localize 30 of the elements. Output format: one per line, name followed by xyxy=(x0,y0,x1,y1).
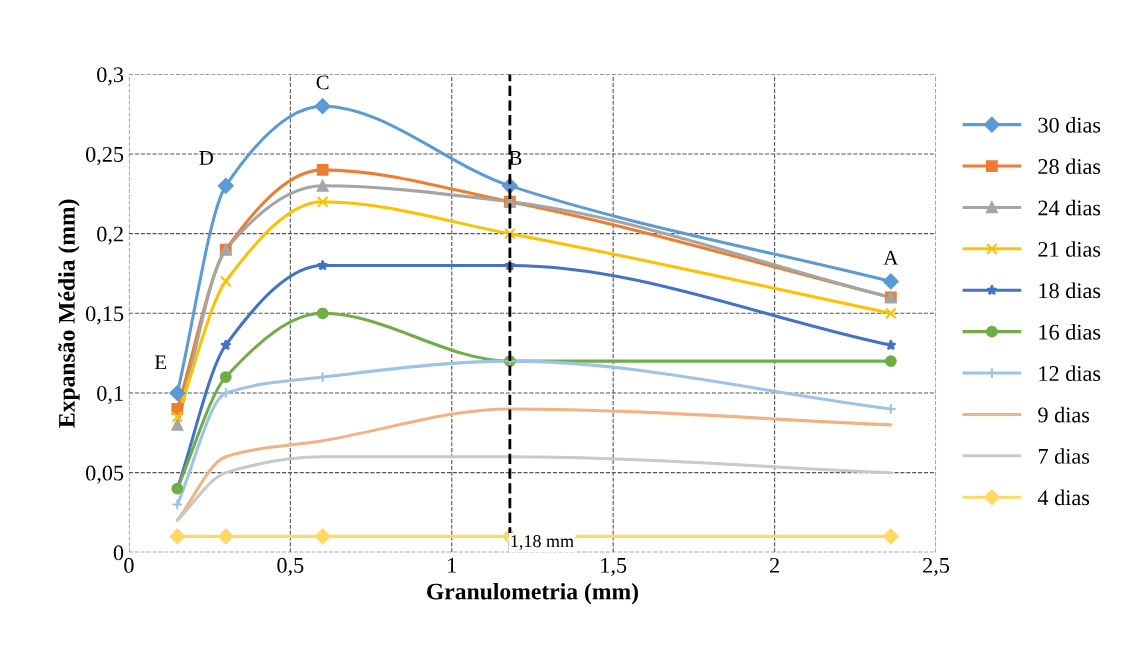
annotation: C xyxy=(316,75,329,90)
legend-label: 12 dias xyxy=(1039,365,1101,382)
y-axis-title: Expansão Média (mm) xyxy=(58,199,80,428)
y-tick-label: 0,1 xyxy=(97,385,123,405)
y-tick-label: 0,25 xyxy=(86,146,124,166)
legend-label: 4 dias xyxy=(1037,489,1090,506)
legend-label: 30 dias xyxy=(1038,117,1101,133)
y-tick-label: 0,3 xyxy=(97,67,124,86)
annotation: D xyxy=(199,151,214,165)
legend-label: 24 dias xyxy=(1038,199,1101,216)
x-axis-title: Granulometria (mm) xyxy=(427,582,638,605)
legend-label: 16 dias xyxy=(1039,324,1101,340)
legend-label: 18 dias xyxy=(1039,282,1101,299)
legend-label: 21 dias xyxy=(1038,241,1101,257)
annotation: E xyxy=(154,355,166,370)
x-tick-label: 0 xyxy=(124,557,134,573)
x-tick-label: 2 xyxy=(770,557,779,573)
x-tick-label: 0,5 xyxy=(277,557,304,577)
annotation: A xyxy=(883,250,899,265)
x-tick-label: 1 xyxy=(448,557,456,573)
legend-label: 9 dias xyxy=(1038,406,1090,423)
legend-label: 28 dias xyxy=(1038,158,1101,175)
x-tick-label: 1,5 xyxy=(601,557,627,577)
y-tick-label: 0 xyxy=(113,545,124,561)
y-tick-label: 0,15 xyxy=(86,306,124,325)
ref-line-label: 1,18 mm xyxy=(511,535,574,550)
legend-label: 7 dias xyxy=(1038,448,1090,464)
y-tick-label: 0,2 xyxy=(97,226,123,245)
y-tick-label: 0,05 xyxy=(86,465,124,484)
x-tick-label: 2,5 xyxy=(923,557,950,577)
